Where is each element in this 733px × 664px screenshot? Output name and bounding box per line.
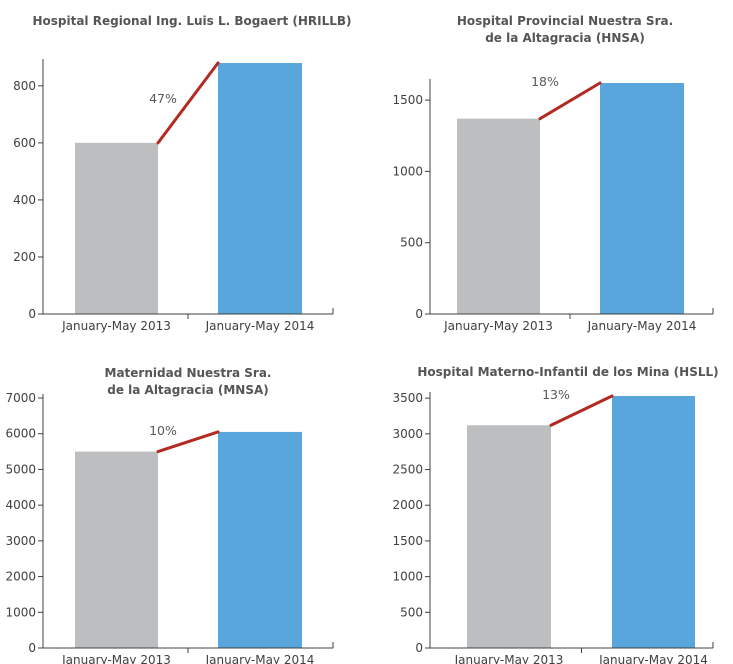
category-label: January-May 2014 xyxy=(587,319,697,333)
bar-2014 xyxy=(218,431,302,648)
chart-title-line: Hospital Regional Ing. Luis L. Bogaert (… xyxy=(32,14,351,28)
y-tick-label: 2000 xyxy=(392,498,423,512)
y-tick-label: 1000 xyxy=(5,605,36,619)
y-tick-label: 2500 xyxy=(392,463,423,477)
y-tick-label: 1500 xyxy=(392,534,423,548)
change-line xyxy=(156,430,220,454)
y-tick-label: 1500 xyxy=(392,93,423,107)
bar-2014 xyxy=(218,63,302,314)
y-tick-label: 2000 xyxy=(5,570,36,584)
change-line xyxy=(156,61,220,145)
bar-2013 xyxy=(467,425,551,648)
y-tick-label: 800 xyxy=(13,79,36,93)
y-tick-label: 400 xyxy=(13,193,36,207)
y-tick-label: 3000 xyxy=(5,534,36,548)
y-tick-label: 1000 xyxy=(392,164,423,178)
chart-panel-1: Hospital Regional Ing. Luis L. Bogaert (… xyxy=(13,14,351,333)
y-tick-label: 600 xyxy=(13,136,36,150)
bar-2014 xyxy=(600,83,684,314)
y-tick-label: 3500 xyxy=(392,391,423,405)
change-line xyxy=(549,394,614,427)
category-label: January-May 2014 xyxy=(205,653,315,664)
category-label: January-May 2013 xyxy=(454,653,564,664)
y-tick-label: 500 xyxy=(400,605,423,619)
y-tick-label: 200 xyxy=(13,250,36,264)
y-tick-label: 5000 xyxy=(5,462,36,476)
chart-title-line: Hospital Materno-Infantil de los Mina (H… xyxy=(417,365,718,379)
category-label: January-May 2013 xyxy=(61,653,171,664)
bar-2013 xyxy=(457,118,540,314)
chart-title-line: Hospital Provincial Nuestra Sra. xyxy=(457,14,673,28)
y-tick-label: 6000 xyxy=(5,427,36,441)
change-line xyxy=(538,81,602,121)
y-tick-label: 3000 xyxy=(392,427,423,441)
chart-title-line: de la Altagracia (MNSA) xyxy=(107,383,269,397)
y-tick-label: 0 xyxy=(415,307,423,321)
y-tick-label: 1000 xyxy=(392,570,423,584)
bar-2013 xyxy=(75,142,158,314)
chart-panel-2: Hospital Provincial Nuestra Sra. de la Al… xyxy=(392,14,714,333)
bar-2014 xyxy=(612,396,695,648)
y-tick-label: 0 xyxy=(28,307,36,321)
y-tick-label: 7000 xyxy=(5,391,36,405)
y-tick-label: 4000 xyxy=(5,498,36,512)
chart-title-line: de la Altagracia (HNSA) xyxy=(485,31,645,45)
category-label: January-May 2013 xyxy=(61,319,171,333)
chart-title-line: Maternidad Nuestra Sra. xyxy=(105,366,272,380)
category-label: January-May 2014 xyxy=(598,653,708,664)
category-label: January-May 2013 xyxy=(443,319,553,333)
y-tick-label: 0 xyxy=(415,641,423,655)
bar-2013 xyxy=(75,451,158,648)
chart-panel-3: Maternidad Nuestra Sra. de la Altagracia … xyxy=(5,366,334,664)
change-percent-label: 47% xyxy=(149,91,177,106)
change-percent-label: 10% xyxy=(149,423,177,438)
change-percent-label: 13% xyxy=(542,387,570,402)
y-tick-label: 500 xyxy=(400,236,423,250)
category-label: January-May 2014 xyxy=(205,319,315,333)
change-percent-label: 18% xyxy=(531,74,559,89)
chart-panel-4: Hospital Materno-Infantil de los Mina (H… xyxy=(392,365,718,664)
y-tick-label: 0 xyxy=(28,641,36,655)
